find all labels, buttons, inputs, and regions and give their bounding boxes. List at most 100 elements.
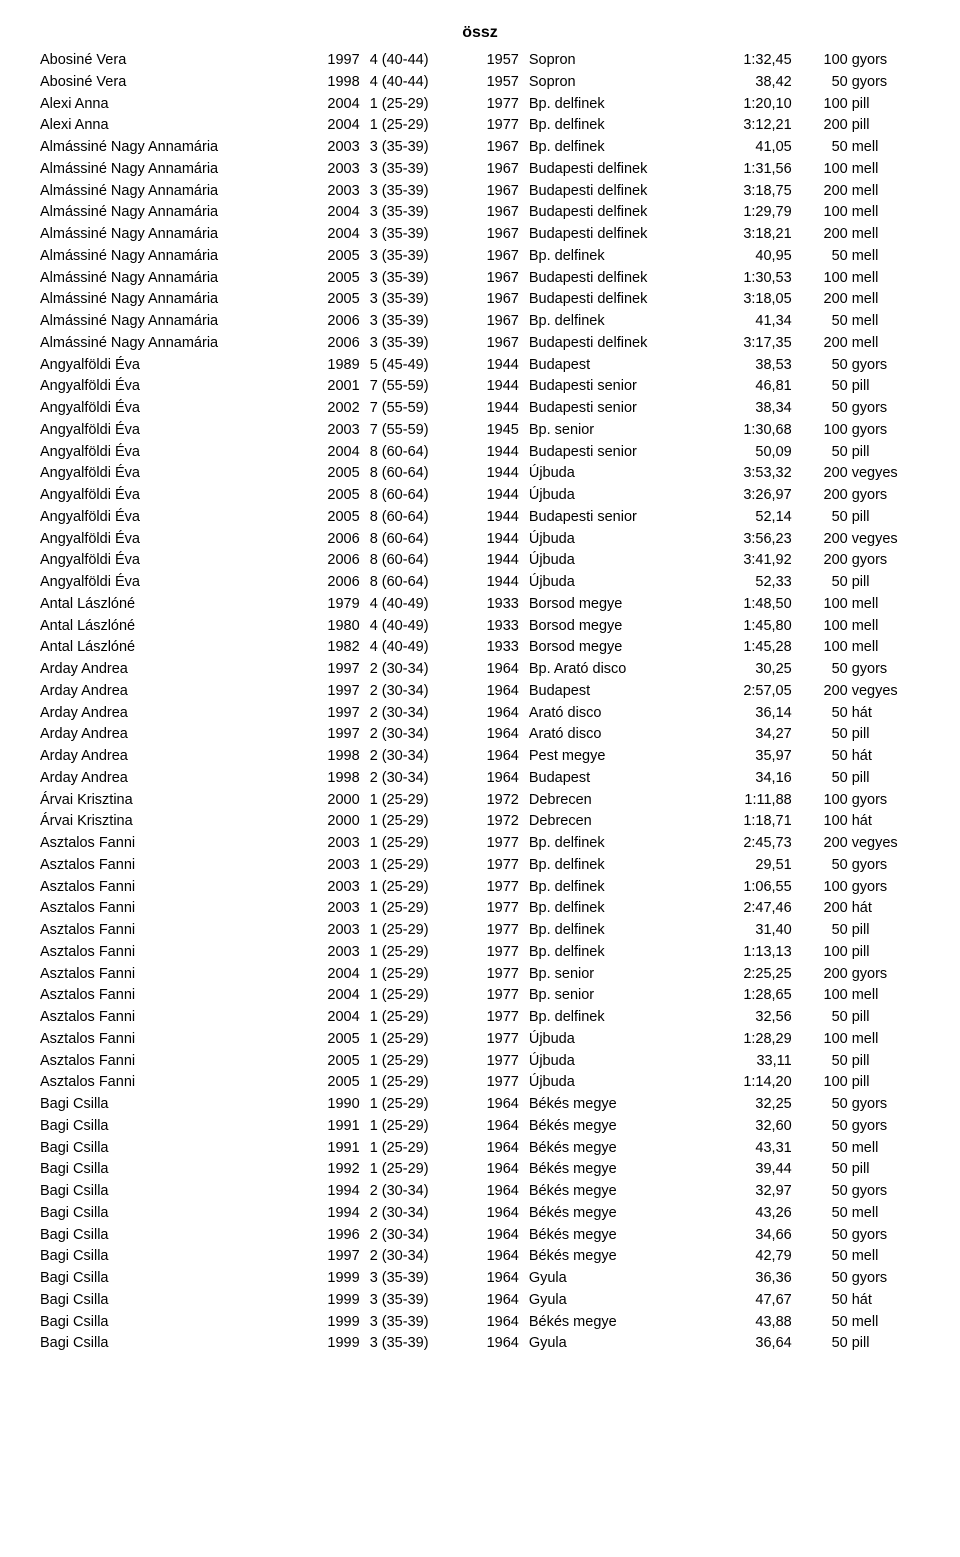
table-row: Árvai Krisztina20001 (25-29)1972Debrecen… <box>40 790 920 812</box>
event-cell: mell <box>852 202 920 224</box>
table-row: Bagi Csilla19972 (30-34)1964Békés megye4… <box>40 1246 920 1268</box>
birthyear-cell: 1944 <box>461 355 529 377</box>
name-cell: Antal Lászlóné <box>40 594 301 616</box>
table-row: Angyalföldi Éva20068 (60-64)1944Újbuda3:… <box>40 550 920 572</box>
year-cell: 2005 <box>301 463 369 485</box>
club-cell: Békés megye <box>529 1312 711 1334</box>
year-cell: 2003 <box>301 855 369 877</box>
club-cell: Budapesti delfinek <box>529 181 711 203</box>
agegroup-cell: 1 (25-29) <box>370 985 461 1007</box>
distance-cell: 50 <box>802 855 852 877</box>
time-cell: 36,14 <box>711 703 802 725</box>
agegroup-cell: 1 (25-29) <box>370 1094 461 1116</box>
club-cell: Budapesti delfinek <box>529 289 711 311</box>
club-cell: Újbuda <box>529 572 711 594</box>
time-cell: 52,14 <box>711 507 802 529</box>
name-cell: Asztalos Fanni <box>40 964 301 986</box>
table-row: Angyalföldi Éva20027 (55-59)1944Budapest… <box>40 398 920 420</box>
name-cell: Abosiné Vera <box>40 72 301 94</box>
event-cell: pill <box>852 724 920 746</box>
time-cell: 35,97 <box>711 746 802 768</box>
time-cell: 1:13,13 <box>711 942 802 964</box>
name-cell: Almássiné Nagy Annamária <box>40 202 301 224</box>
table-row: Asztalos Fanni20041 (25-29)1977Bp. senio… <box>40 964 920 986</box>
club-cell: Borsod megye <box>529 616 711 638</box>
event-cell: hát <box>852 811 920 833</box>
agegroup-cell: 2 (30-34) <box>370 681 461 703</box>
name-cell: Árvai Krisztina <box>40 811 301 833</box>
distance-cell: 100 <box>802 616 852 638</box>
table-row: Asztalos Fanni20031 (25-29)1977Bp. delfi… <box>40 877 920 899</box>
table-row: Almássiné Nagy Annamária20053 (35-39)196… <box>40 289 920 311</box>
event-cell: gyors <box>852 550 920 572</box>
time-cell: 38,42 <box>711 72 802 94</box>
event-cell: pill <box>852 507 920 529</box>
agegroup-cell: 1 (25-29) <box>370 1029 461 1051</box>
birthyear-cell: 1933 <box>461 637 529 659</box>
club-cell: Budapest <box>529 768 711 790</box>
club-cell: Bp. delfinek <box>529 877 711 899</box>
agegroup-cell: 1 (25-29) <box>370 1159 461 1181</box>
event-cell: mell <box>852 616 920 638</box>
birthyear-cell: 1964 <box>461 1268 529 1290</box>
table-row: Bagi Csilla19993 (35-39)1964Békés megye4… <box>40 1312 920 1334</box>
time-cell: 34,27 <box>711 724 802 746</box>
table-row: Angyalföldi Éva20058 (60-64)1944Újbuda3:… <box>40 463 920 485</box>
distance-cell: 100 <box>802 268 852 290</box>
table-row: Almássiné Nagy Annamária20033 (35-39)196… <box>40 181 920 203</box>
year-cell: 1997 <box>301 659 369 681</box>
distance-cell: 100 <box>802 877 852 899</box>
birthyear-cell: 1967 <box>461 268 529 290</box>
agegroup-cell: 4 (40-44) <box>370 72 461 94</box>
year-cell: 2003 <box>301 833 369 855</box>
club-cell: Debrecen <box>529 790 711 812</box>
agegroup-cell: 1 (25-29) <box>370 877 461 899</box>
club-cell: Budapest <box>529 681 711 703</box>
birthyear-cell: 1967 <box>461 333 529 355</box>
distance-cell: 50 <box>802 246 852 268</box>
birthyear-cell: 1933 <box>461 594 529 616</box>
year-cell: 1997 <box>301 703 369 725</box>
birthyear-cell: 1977 <box>461 833 529 855</box>
name-cell: Bagi Csilla <box>40 1203 301 1225</box>
year-cell: 2005 <box>301 289 369 311</box>
time-cell: 36,64 <box>711 1333 802 1355</box>
distance-cell: 200 <box>802 964 852 986</box>
name-cell: Bagi Csilla <box>40 1333 301 1355</box>
club-cell: Békés megye <box>529 1181 711 1203</box>
birthyear-cell: 1964 <box>461 768 529 790</box>
name-cell: Alexi Anna <box>40 115 301 137</box>
table-row: Bagi Csilla19962 (30-34)1964Békés megye3… <box>40 1225 920 1247</box>
event-cell: mell <box>852 224 920 246</box>
year-cell: 1979 <box>301 594 369 616</box>
name-cell: Angyalföldi Éva <box>40 507 301 529</box>
name-cell: Árvai Krisztina <box>40 790 301 812</box>
table-row: Almássiné Nagy Annamária20053 (35-39)196… <box>40 268 920 290</box>
birthyear-cell: 1964 <box>461 681 529 703</box>
agegroup-cell: 3 (35-39) <box>370 1312 461 1334</box>
club-cell: Újbuda <box>529 1029 711 1051</box>
agegroup-cell: 1 (25-29) <box>370 1138 461 1160</box>
club-cell: Bp. delfinek <box>529 246 711 268</box>
birthyear-cell: 1972 <box>461 811 529 833</box>
year-cell: 2004 <box>301 94 369 116</box>
distance-cell: 100 <box>802 811 852 833</box>
time-cell: 3:18,05 <box>711 289 802 311</box>
distance-cell: 200 <box>802 485 852 507</box>
club-cell: Budapesti senior <box>529 398 711 420</box>
name-cell: Bagi Csilla <box>40 1246 301 1268</box>
name-cell: Almássiné Nagy Annamária <box>40 181 301 203</box>
club-cell: Békés megye <box>529 1246 711 1268</box>
table-row: Asztalos Fanni20031 (25-29)1977Bp. delfi… <box>40 855 920 877</box>
table-row: Arday Andrea19982 (30-34)1964Budapest34,… <box>40 768 920 790</box>
event-cell: hát <box>852 1290 920 1312</box>
results-table: Abosiné Vera19974 (40-44)1957Sopron1:32,… <box>40 50 920 1355</box>
time-cell: 46,81 <box>711 376 802 398</box>
time-cell: 43,88 <box>711 1312 802 1334</box>
event-cell: pill <box>852 1072 920 1094</box>
name-cell: Bagi Csilla <box>40 1116 301 1138</box>
event-cell: pill <box>852 1333 920 1355</box>
name-cell: Asztalos Fanni <box>40 1029 301 1051</box>
club-cell: Sopron <box>529 72 711 94</box>
club-cell: Budapesti senior <box>529 442 711 464</box>
